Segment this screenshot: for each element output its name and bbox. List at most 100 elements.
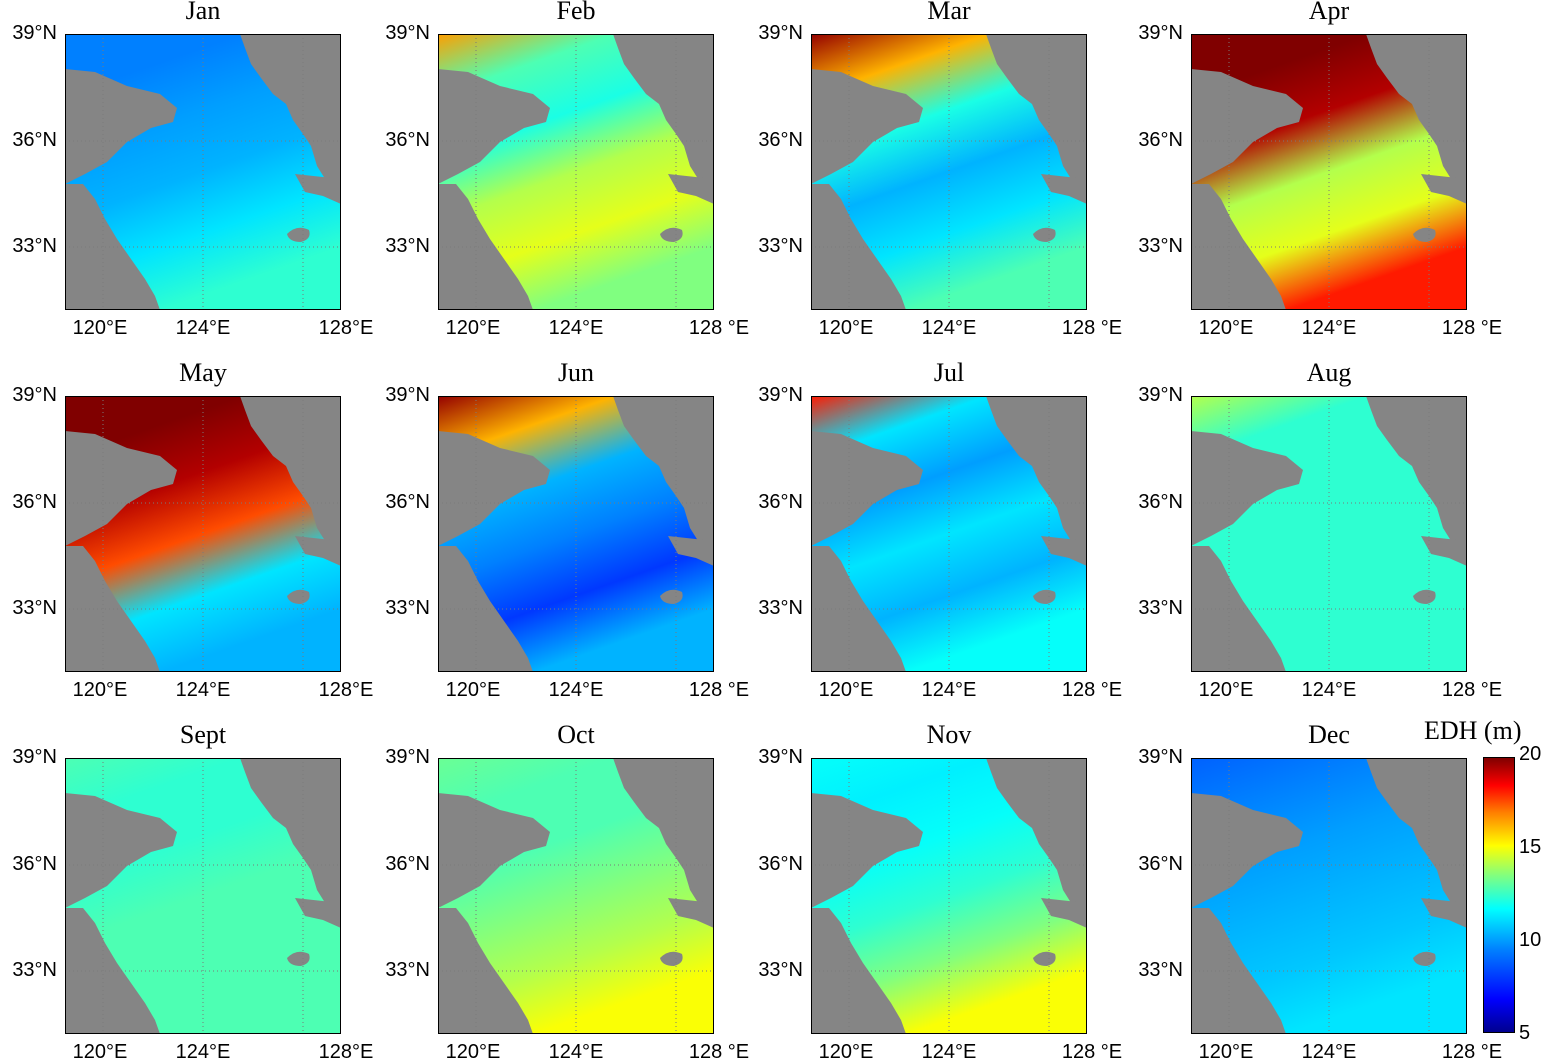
lat-tick-label: 33°N [385, 597, 430, 619]
edh-map [1191, 758, 1467, 1034]
land-mass [811, 546, 906, 672]
lat-tick-label: 33°N [1138, 597, 1183, 619]
land-mass [438, 431, 550, 546]
land-mass [613, 396, 714, 546]
panel-title: Mar [927, 0, 971, 25]
lon-tick-label: 128 °E [1061, 1041, 1123, 1063]
lon-tick-label: 128 °E [1441, 317, 1503, 339]
land-mass [1041, 898, 1087, 928]
land-mass [65, 793, 177, 908]
map-panel-aug: Aug 39°N 36°N 33°N 120°E 124°E 128 °E [1138, 358, 1502, 701]
panel-title: Jun [557, 358, 595, 387]
land-mass [986, 396, 1087, 546]
colorbar-tick-20: 20 [1519, 743, 1542, 765]
land-mass [1041, 174, 1087, 204]
jeju-island [1413, 951, 1436, 966]
lon-tick-label: 120°E [445, 317, 501, 339]
land-mass [1366, 396, 1467, 546]
land-mass [811, 431, 923, 546]
lat-tick-label: 36°N [758, 491, 803, 513]
lon-tick-label: 120°E [1198, 317, 1254, 339]
lat-tick-label: 33°N [758, 597, 803, 619]
lon-tick-label: 124°E [175, 679, 231, 701]
lon-tick-label: 128 °E [1441, 1041, 1503, 1063]
land-mass [986, 758, 1087, 908]
panel-title: Apr [1308, 0, 1350, 25]
land-mass [811, 184, 906, 310]
jeju-island [287, 227, 310, 242]
jeju-island [660, 227, 683, 242]
map-panel-jul: Jul 39°N 36°N 33°N 120°E 124°E 128 °E [758, 358, 1122, 701]
map-panel-apr: Apr 39°N 36°N 33°N 120°E 124°E 128 °E [1138, 0, 1502, 339]
map-panel-sept: Sept 39°N 36°N 33°N 120°E 124°E 128°E [12, 720, 373, 1063]
lon-tick-label: 124°E [548, 1041, 604, 1063]
lon-tick-label: 128 °E [688, 1041, 750, 1063]
jeju-island [1033, 589, 1056, 604]
edh-map [65, 758, 341, 1034]
lat-tick-label: 33°N [12, 959, 57, 981]
lat-tick-label: 39°N [12, 746, 57, 768]
land-mass [438, 793, 550, 908]
map-panel-dec: Dec 39°N 36°N 33°N 120°E 124°E 128 °E [1138, 720, 1502, 1063]
land-mass [65, 184, 160, 310]
colorbar-tick-10: 10 [1519, 929, 1542, 951]
edh-map [438, 758, 714, 1034]
lon-tick-label: 124°E [921, 1041, 977, 1063]
lon-tick-label: 124°E [175, 1041, 231, 1063]
edh-map [438, 396, 714, 672]
jeju-island [1033, 227, 1056, 242]
map-frame [438, 758, 714, 1034]
map-panel-nov: Nov 39°N 36°N 33°N 120°E 124°E 128 °E [758, 720, 1122, 1063]
lat-tick-label: 39°N [12, 384, 57, 406]
land-mass [295, 536, 341, 566]
lon-tick-label: 120°E [1198, 1041, 1254, 1063]
land-mass [295, 174, 341, 204]
land-mass [240, 34, 341, 184]
lon-tick-label: 120°E [818, 1041, 874, 1063]
lat-tick-label: 33°N [385, 235, 430, 257]
lat-tick-label: 33°N [12, 235, 57, 257]
lon-tick-label: 128 °E [1061, 317, 1123, 339]
lat-tick-label: 39°N [385, 746, 430, 768]
land-mass [1191, 184, 1286, 310]
lon-tick-label: 120°E [72, 679, 128, 701]
land-mass [438, 546, 533, 672]
land-mass [240, 758, 341, 908]
map-panel-jan: Jan 39°N 36°N 33°N 120°E 124°E 128°E [12, 0, 373, 339]
land-mass [1191, 431, 1303, 546]
map-frame [438, 396, 714, 672]
lat-tick-label: 33°N [758, 959, 803, 981]
land-mass [438, 69, 550, 184]
lon-tick-label: 128°E [318, 1041, 374, 1063]
panel-title: Jul [933, 358, 965, 387]
land-mass [1421, 536, 1467, 566]
land-mass [668, 174, 714, 204]
lat-tick-label: 36°N [12, 129, 57, 151]
lat-tick-label: 39°N [385, 22, 430, 44]
lon-tick-label: 128 °E [688, 679, 750, 701]
panel-title: Oct [557, 720, 595, 749]
map-frame [1191, 758, 1467, 1034]
lat-tick-label: 36°N [1138, 129, 1183, 151]
lon-tick-label: 128°E [318, 679, 374, 701]
lat-tick-label: 33°N [758, 235, 803, 257]
land-mass [1191, 69, 1303, 184]
lat-tick-label: 36°N [385, 853, 430, 875]
land-mass [811, 908, 906, 1034]
panel-title: Nov [926, 720, 972, 749]
land-mass [986, 34, 1087, 184]
lon-tick-label: 128 °E [1061, 679, 1123, 701]
lat-tick-label: 39°N [1138, 746, 1183, 768]
lat-tick-label: 39°N [1138, 22, 1183, 44]
map-panel-may: May 39°N 36°N 33°N 120°E 124°E 128°E [12, 358, 373, 701]
colorbar-tick-15: 15 [1519, 836, 1542, 858]
edh-map [1191, 396, 1467, 672]
edh-map [438, 34, 714, 310]
lat-tick-label: 36°N [385, 491, 430, 513]
lat-tick-label: 36°N [12, 491, 57, 513]
panel-title: Jan [185, 0, 221, 25]
land-mass [1191, 546, 1286, 672]
jeju-island [287, 589, 310, 604]
panel-title: May [179, 358, 227, 387]
lat-tick-label: 36°N [385, 129, 430, 151]
